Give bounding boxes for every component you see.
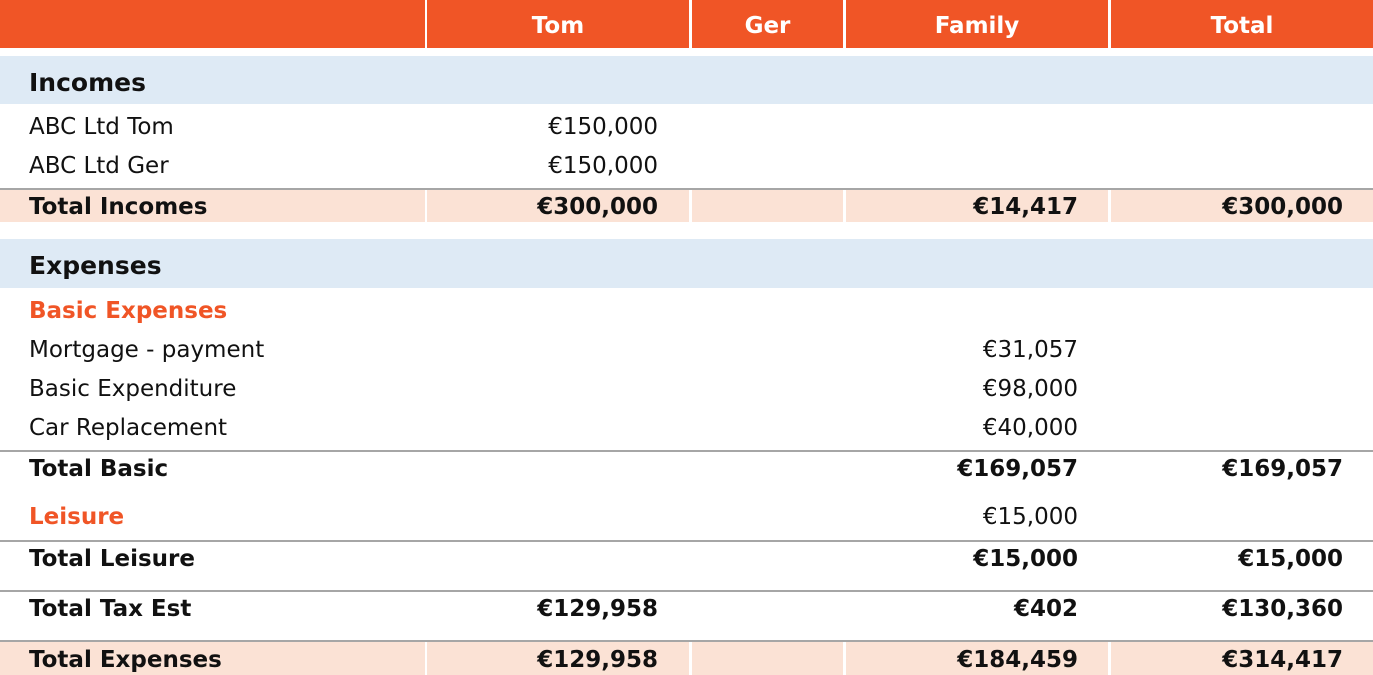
table-row: ABC Ltd Ger €150,000 [0, 155, 1373, 181]
total-expenses-row: Total Expenses €129,958 €184,459 €314,41… [0, 642, 1373, 675]
header-tom-cell: Tom [427, 0, 689, 48]
row-family-value: €14,417 [973, 194, 1078, 220]
section-incomes: Incomes [0, 56, 1373, 104]
row-total-value: €300,000 [1222, 194, 1343, 220]
total-leisure-row: Total Leisure €15,000 €15,000 [0, 548, 1373, 574]
row-label: Total Expenses [29, 647, 222, 673]
row-label: Basic Expenditure [29, 376, 237, 402]
divider [0, 590, 1373, 592]
subsection-basic: Basic Expenses [0, 300, 1373, 326]
subsection-title: Leisure [29, 504, 125, 530]
total-incomes-row: Total Incomes €300,000 €14,417 €300,000 [0, 190, 1373, 222]
row-family-value: €31,057 [982, 337, 1078, 363]
total-ger-cell [692, 190, 843, 222]
total-label-cell [0, 642, 425, 675]
total-ger-cell [692, 642, 843, 675]
divider [0, 640, 1373, 642]
table-row: ABC Ltd Tom €150,000 [0, 116, 1373, 142]
table-row: Mortgage - payment €31,057 [0, 339, 1373, 365]
row-family-value: €169,057 [957, 456, 1078, 482]
subsection-title: Basic Expenses [29, 298, 228, 324]
section-title: Incomes [29, 68, 146, 97]
total-total-cell [1111, 642, 1373, 675]
column-total: Total [1210, 13, 1274, 39]
row-tom-value: €300,000 [537, 194, 658, 220]
table-row: Car Replacement €40,000 [0, 417, 1373, 443]
row-family-value: €98,000 [982, 376, 1078, 402]
divider [0, 188, 1373, 190]
row-label: Car Replacement [29, 415, 228, 441]
total-label-cell [0, 190, 425, 222]
header-total-cell: Total [1111, 0, 1373, 48]
total-family-cell [846, 190, 1108, 222]
row-total-value: €169,057 [1222, 456, 1343, 482]
row-label: Total Incomes [29, 194, 208, 220]
row-total-value: €314,417 [1222, 647, 1343, 673]
header-family-cell: Family [846, 0, 1108, 48]
row-label: Total Basic [29, 456, 169, 482]
divider [0, 540, 1373, 542]
row-tom-value: €129,958 [537, 596, 658, 622]
row-family-value: €184,459 [957, 647, 1078, 673]
subsection-leisure: Leisure €15,000 [0, 506, 1373, 532]
total-family-cell [846, 642, 1108, 675]
column-family: Family [934, 13, 1020, 39]
total-basic-row: Total Basic €169,057 €169,057 [0, 458, 1373, 484]
section-expenses: Expenses [0, 239, 1373, 288]
row-total-value: €130,360 [1222, 596, 1343, 622]
row-label: ABC Ltd Ger [29, 153, 169, 179]
total-tom-cell [427, 642, 689, 675]
header-ger-cell: Ger [692, 0, 843, 48]
row-label: Total Tax Est [29, 596, 192, 622]
row-total-value: €15,000 [1238, 546, 1343, 572]
total-tom-cell [427, 190, 689, 222]
row-family-value: €402 [1013, 596, 1078, 622]
column-tom: Tom [531, 13, 585, 39]
column-ger: Ger [744, 13, 791, 39]
row-family-value: €15,000 [973, 546, 1078, 572]
divider [0, 450, 1373, 452]
row-family-value: €15,000 [982, 504, 1078, 530]
row-label: Mortgage - payment [29, 337, 265, 363]
table-header: Tom Ger Family Total [0, 0, 1373, 48]
header-label-cell [0, 0, 425, 48]
section-title: Expenses [29, 251, 162, 280]
row-family-value: €40,000 [982, 415, 1078, 441]
total-tax-row: Total Tax Est €129,958 €402 €130,360 [0, 598, 1373, 624]
row-tom-value: €150,000 [548, 114, 658, 140]
row-label: ABC Ltd Tom [29, 114, 174, 140]
row-tom-value: €129,958 [537, 647, 658, 673]
total-total-cell [1111, 190, 1373, 222]
row-tom-value: €150,000 [548, 153, 658, 179]
row-label: Total Leisure [29, 546, 195, 572]
table-row: Basic Expenditure €98,000 [0, 378, 1373, 404]
